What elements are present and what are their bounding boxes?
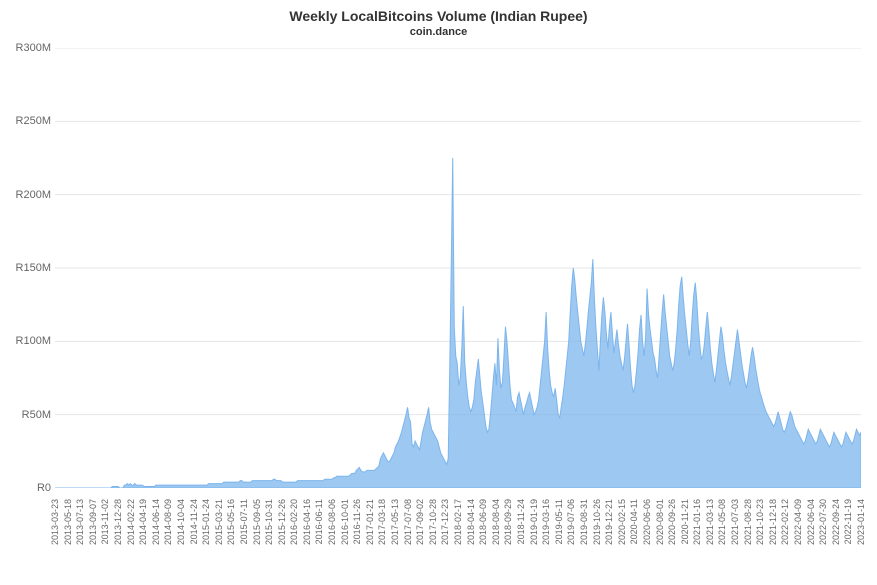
x-tick-label: 2021-08-28: [743, 499, 753, 545]
x-tick-label: 2014-11-24: [189, 499, 199, 544]
x-tick-label: 2018-06-09: [478, 499, 488, 545]
x-tick-label: 2020-02-15: [617, 499, 627, 545]
x-tick-label: 2022-04-09: [793, 499, 803, 545]
x-tick-label: 2022-11-19: [843, 499, 853, 544]
x-tick-label: 2020-11-21: [680, 499, 690, 544]
x-tick-label: 2017-01-21: [365, 499, 375, 545]
x-tick-label: 2021-10-23: [755, 499, 765, 545]
x-tick-label: 2017-05-13: [390, 499, 400, 545]
x-tick-label: 2013-11-02: [100, 499, 110, 544]
x-tick-label: 2019-12-21: [604, 499, 614, 545]
x-tick-label: 2021-03-13: [705, 499, 715, 545]
x-tick-label: 2020-06-06: [642, 499, 652, 545]
x-tick-label: 2013-09-07: [88, 499, 98, 545]
x-tick-label: 2016-02-20: [289, 499, 299, 545]
x-tick-label: 2021-12-18: [768, 499, 778, 545]
x-tick-label: 2019-03-16: [541, 499, 551, 545]
chart-container: Weekly LocalBitcoins Volume (Indian Rupe…: [0, 0, 877, 585]
x-tick-label: 2014-08-09: [163, 499, 173, 545]
x-tick-label: 2015-05-16: [226, 499, 236, 545]
x-tick-label: 2021-01-16: [692, 499, 702, 545]
x-tick-label: 2015-03-21: [214, 499, 224, 545]
x-tick-label: 2013-05-18: [63, 499, 73, 545]
x-tick-label: 2017-03-18: [377, 499, 387, 545]
x-tick-label: 2021-07-03: [730, 499, 740, 545]
x-tick-label: 2015-12-26: [277, 499, 287, 545]
x-tick-label: 2020-04-11: [629, 499, 639, 544]
x-tick-label: 2019-01-19: [529, 499, 539, 545]
x-tick-label: 2015-10-31: [264, 499, 274, 545]
x-tick-label: 2022-07-30: [818, 499, 828, 545]
y-tick-label: R250M: [5, 115, 51, 127]
x-tick-label: 2016-06-11: [314, 499, 324, 544]
x-tick-label: 2020-08-01: [655, 499, 665, 545]
x-tick-label: 2018-09-29: [503, 499, 513, 545]
x-tick-label: 2016-04-16: [302, 499, 312, 545]
y-tick-label: R300M: [5, 42, 51, 54]
x-tick-label: 2013-07-13: [75, 499, 85, 545]
x-tick-label: 2023-01-14: [856, 499, 866, 545]
y-tick-label: R50M: [5, 409, 51, 421]
x-tick-label: 2018-02-17: [453, 499, 463, 545]
x-tick-label: 2019-07-06: [566, 499, 576, 545]
x-tick-label: 2017-09-02: [415, 499, 425, 545]
x-tick-label: 2014-06-14: [151, 499, 161, 545]
y-tick-label: R100M: [5, 335, 51, 347]
x-tick-label: 2019-10-26: [592, 499, 602, 545]
x-tick-label: 2015-07-11: [239, 499, 249, 544]
x-tick-label: 2014-02-22: [126, 499, 136, 545]
volume-area-series: [55, 158, 861, 488]
y-tick-label: R150M: [5, 262, 51, 274]
y-tick-label: R200M: [5, 189, 51, 201]
x-tick-label: 2015-09-05: [252, 499, 262, 545]
x-tick-label: 2014-04-19: [138, 499, 148, 545]
x-tick-label: 2019-08-31: [579, 499, 589, 545]
x-tick-label: 2014-10-04: [176, 499, 186, 545]
x-tick-label: 2017-10-28: [428, 499, 438, 545]
y-tick-label: R0: [5, 482, 51, 494]
chart-subtitle: coin.dance: [0, 26, 877, 38]
x-tick-label: 2020-09-26: [667, 499, 677, 545]
x-tick-label: 2022-09-24: [831, 499, 841, 545]
x-tick-label: 2016-08-06: [327, 499, 337, 545]
x-tick-label: 2013-03-23: [50, 499, 60, 545]
x-tick-label: 2019-05-11: [554, 499, 564, 544]
x-tick-label: 2018-04-14: [466, 499, 476, 545]
x-tick-label: 2018-08-04: [491, 499, 501, 545]
x-tick-label: 2016-10-01: [340, 499, 350, 545]
x-tick-label: 2017-12-23: [440, 499, 450, 545]
x-tick-label: 2021-05-08: [717, 499, 727, 545]
x-tick-label: 2022-06-04: [806, 499, 816, 545]
x-tick-label: 2022-02-12: [780, 499, 790, 545]
x-tick-label: 2013-12-28: [113, 499, 123, 545]
x-tick-label: 2017-07-08: [403, 499, 413, 545]
x-tick-label: 2015-01-24: [201, 499, 211, 545]
x-tick-label: 2016-11-26: [352, 499, 362, 544]
x-tick-label: 2018-11-24: [516, 499, 526, 544]
chart-plot: [55, 48, 861, 488]
chart-title: Weekly LocalBitcoins Volume (Indian Rupe…: [0, 8, 877, 24]
